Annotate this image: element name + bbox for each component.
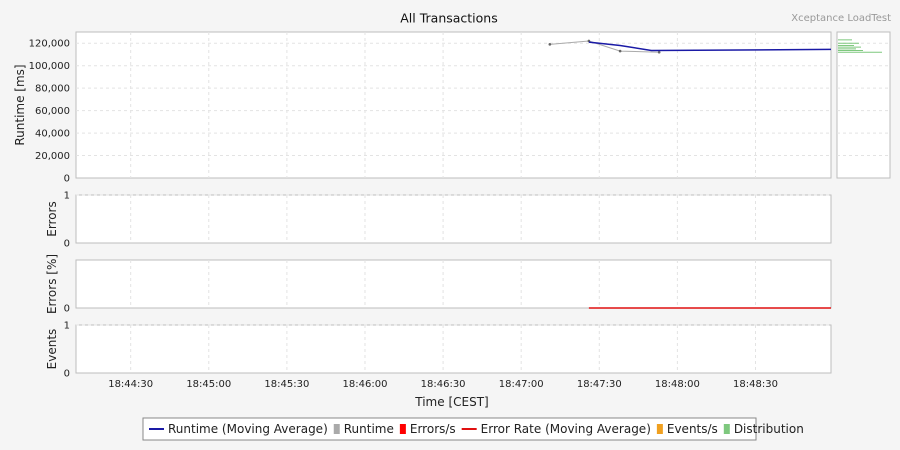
legend-item: Runtime (Moving Average) bbox=[149, 422, 328, 436]
chart-title: All Transactions bbox=[400, 11, 498, 26]
x-tick-label: 18:48:30 bbox=[733, 379, 778, 390]
y-axis-label: Errors bbox=[45, 201, 59, 237]
x-tick-label: 18:45:30 bbox=[264, 379, 309, 390]
series-line bbox=[588, 41, 832, 52]
series-point bbox=[657, 50, 661, 54]
y-tick-label: 1 bbox=[64, 321, 70, 332]
legend-label: Error Rate (Moving Average) bbox=[481, 422, 651, 436]
panel-background bbox=[75, 31, 832, 179]
y-tick-label: 40,000 bbox=[35, 129, 70, 140]
legend-item: Error Rate (Moving Average) bbox=[461, 422, 651, 436]
legend-label: Events/s bbox=[667, 422, 718, 436]
legend-swatch-box bbox=[723, 424, 730, 434]
panel-2: 0 1 Errors bbox=[45, 191, 832, 250]
legend-item: Errors/s bbox=[399, 422, 456, 436]
legend-label: Errors/s bbox=[410, 422, 456, 436]
panel-1: 0 20,000 40,000 60,000 80,000 100,000 120,000 R… bbox=[13, 31, 891, 185]
x-tick-label: 18:45:00 bbox=[186, 379, 231, 390]
x-tick-label: 18:44:30 bbox=[108, 379, 153, 390]
x-tick-label: 18:46:30 bbox=[421, 379, 466, 390]
distribution-panel bbox=[836, 31, 891, 179]
x-tick-label: 18:48:00 bbox=[655, 379, 700, 390]
y-tick-label: 0 bbox=[64, 174, 70, 185]
legend-swatch-box bbox=[399, 424, 406, 434]
legend-swatch-box bbox=[333, 424, 340, 434]
y-tick-label: 0 bbox=[64, 239, 70, 250]
legend-label: Distribution bbox=[734, 422, 804, 436]
series-point bbox=[618, 49, 622, 53]
panel-3: 0 Errors [%] bbox=[45, 254, 832, 315]
panel-background bbox=[75, 194, 832, 244]
brand-label: Xceptance LoadTest bbox=[791, 13, 891, 24]
y-tick-label: 0 bbox=[64, 304, 70, 315]
distribution-background bbox=[836, 31, 891, 179]
panel-4: 0 1 Events bbox=[45, 321, 832, 380]
legend: Runtime (Moving Average) Runtime Errors/s E… bbox=[142, 417, 804, 441]
series-line bbox=[549, 40, 660, 53]
legend-label: Runtime bbox=[344, 422, 394, 436]
x-tick-label: 18:47:00 bbox=[499, 379, 544, 390]
y-tick-label: 100,000 bbox=[29, 61, 70, 72]
legend-box bbox=[142, 417, 757, 441]
y-axis-label: Events bbox=[45, 329, 59, 370]
x-tick-label: 18:46:00 bbox=[343, 379, 388, 390]
legend-item: Events/s bbox=[656, 422, 718, 436]
x-tick-label: 18:47:30 bbox=[577, 379, 622, 390]
legend-swatch-box bbox=[656, 424, 663, 434]
series-point bbox=[548, 43, 552, 46]
y-axis-label: Errors [%] bbox=[45, 254, 59, 314]
y-tick-label: 120,000 bbox=[29, 39, 70, 50]
legend-label: Runtime (Moving Average) bbox=[168, 422, 328, 436]
y-tick-label: 60,000 bbox=[35, 106, 70, 117]
legend-item: Distribution bbox=[723, 422, 804, 436]
y-tick-label: 1 bbox=[64, 191, 70, 202]
panel-background bbox=[75, 259, 832, 309]
y-tick-label: 20,000 bbox=[35, 151, 70, 162]
plot-area: 0 20,000 40,000 60,000 80,000 100,000 120,000 R… bbox=[13, 31, 891, 390]
x-axis-label: Time [CEST] bbox=[414, 395, 488, 409]
x-axis: 18:44:30 18:45:00 18:45:30 18:46:00 18:46:30… bbox=[108, 379, 778, 390]
legend-item: Runtime bbox=[333, 422, 394, 436]
y-tick-label: 80,000 bbox=[35, 84, 70, 95]
y-axis-label: Runtime [ms] bbox=[13, 64, 27, 145]
y-tick-label: 0 bbox=[64, 369, 70, 380]
panel-background bbox=[75, 324, 832, 374]
